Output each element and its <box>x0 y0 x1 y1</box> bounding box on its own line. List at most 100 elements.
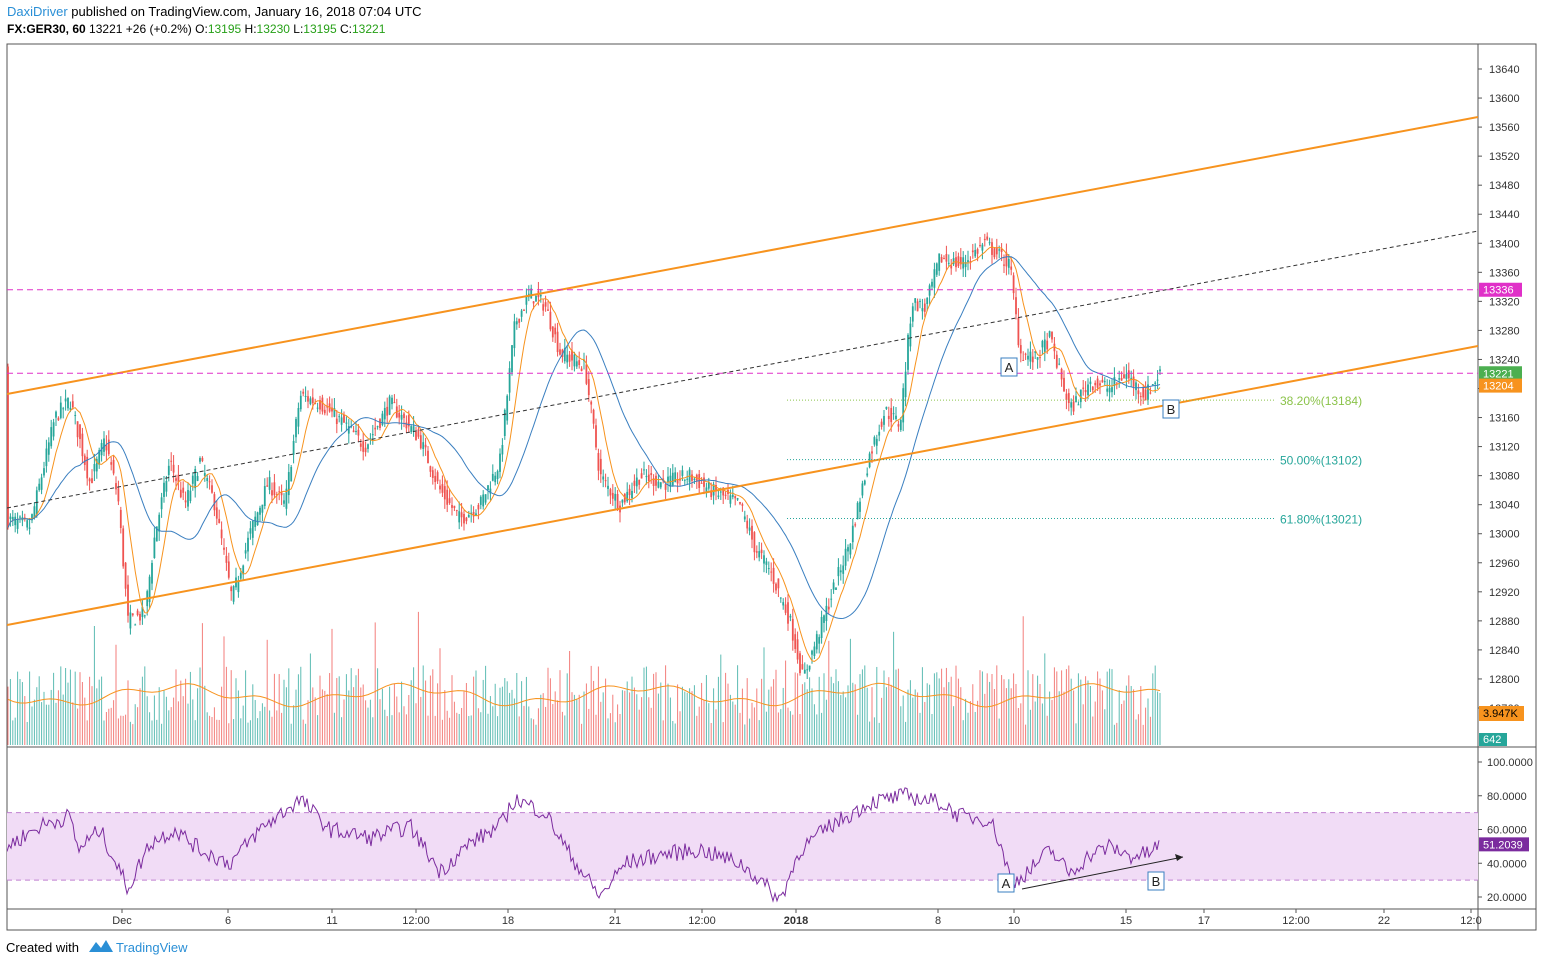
candle-body <box>1005 252 1008 267</box>
candle-body <box>491 473 494 481</box>
time-tick-label: 21 <box>609 915 621 927</box>
annotation-label-a: A <box>1005 360 1014 375</box>
rsi-annotation-label-b: B <box>1152 874 1161 889</box>
candle-body <box>523 309 525 311</box>
candle-body <box>863 480 866 485</box>
candle-body <box>993 248 996 258</box>
author-link[interactable]: DaxiDriver <box>7 4 68 19</box>
candle-body <box>873 437 876 445</box>
tradingview-logo-icon <box>88 939 113 958</box>
candle-body <box>292 440 295 455</box>
candle-body <box>340 417 343 425</box>
candle-body <box>295 418 297 438</box>
candle-body <box>971 250 974 253</box>
ohlc-low: 13195 <box>303 22 337 36</box>
time-tick-label: 17 <box>1198 915 1210 927</box>
candle-body <box>424 444 427 448</box>
candle-body <box>849 543 852 555</box>
candle-body <box>223 547 225 550</box>
candle-body <box>91 478 93 483</box>
candle-body <box>1048 331 1051 337</box>
candle-body <box>633 480 636 486</box>
candle-body <box>616 493 619 510</box>
candle-body <box>950 265 953 269</box>
candle-body <box>551 326 554 338</box>
candle-body <box>1125 374 1128 379</box>
candle-body <box>638 479 641 485</box>
candle-body <box>911 306 914 322</box>
candle-body <box>621 499 624 503</box>
candle-body <box>1137 390 1140 395</box>
candle-body <box>559 349 561 355</box>
symbol-interval[interactable]: FX:GER30, 60 <box>7 22 86 36</box>
candle-body <box>117 488 120 502</box>
candle-body <box>710 490 713 498</box>
candle-body <box>614 493 617 501</box>
candle-body <box>410 426 413 433</box>
candle-body <box>539 294 542 297</box>
candle-body <box>271 490 273 496</box>
candle-body <box>803 669 806 674</box>
candle-body <box>1051 331 1053 340</box>
candle-body <box>830 598 833 600</box>
candle-body <box>199 458 201 462</box>
price-tick-label: 12920 <box>1489 587 1520 599</box>
candle-body <box>928 285 931 296</box>
candle-body <box>412 426 415 432</box>
candle-body <box>316 407 319 409</box>
candle-body <box>631 490 633 499</box>
candle-body <box>367 444 369 449</box>
candle-body <box>890 407 893 423</box>
candle-body <box>1039 357 1041 359</box>
candle-body <box>779 597 782 599</box>
tradingview-brand[interactable]: TradingView <box>116 940 188 955</box>
candle-body <box>191 475 194 484</box>
price-tag-label: 13336 <box>1483 285 1514 297</box>
candle-body <box>969 261 972 263</box>
candle-body <box>957 256 960 267</box>
candle-body <box>1082 387 1085 389</box>
candle-body <box>155 526 158 542</box>
candle-body <box>607 485 609 489</box>
time-tick-label: 12:0 <box>1460 915 1481 927</box>
candle-body <box>823 615 825 623</box>
candle-body <box>1077 404 1080 406</box>
candle-body <box>227 561 230 578</box>
candle-body <box>777 578 780 589</box>
candle-body <box>419 435 422 449</box>
candle-body <box>477 504 480 510</box>
candle-body <box>52 422 55 437</box>
candle-body <box>398 412 401 418</box>
candle-body <box>429 466 432 472</box>
candle-body <box>818 637 821 644</box>
channel-mid-line <box>7 230 1478 509</box>
candle-body <box>455 510 458 512</box>
candle-body <box>947 262 950 264</box>
candle-body <box>667 476 669 483</box>
price-tick-label: 13600 <box>1489 93 1520 105</box>
candle-body <box>1072 401 1075 412</box>
candle-body <box>547 309 549 311</box>
candle-body <box>98 450 101 465</box>
candle-body <box>273 482 276 496</box>
candle-body <box>592 409 595 424</box>
candle-body <box>554 327 557 335</box>
candle-body <box>715 484 717 492</box>
candle-body <box>446 489 449 505</box>
candle-body <box>503 409 506 436</box>
price-tick-label: 13240 <box>1489 354 1520 366</box>
rsi-tick-label: 60.0000 <box>1487 825 1527 837</box>
candle-body <box>163 482 165 497</box>
candle-body <box>268 477 271 490</box>
candle-body <box>1043 339 1046 352</box>
candle-body <box>304 395 307 397</box>
candle-body <box>724 494 727 496</box>
candle-body <box>218 518 221 524</box>
candle-body <box>513 321 516 349</box>
candle-body <box>1089 381 1092 385</box>
candle-body <box>923 303 926 312</box>
candle-body <box>967 260 969 263</box>
candle-body <box>1103 381 1106 383</box>
candle-body <box>376 426 379 428</box>
